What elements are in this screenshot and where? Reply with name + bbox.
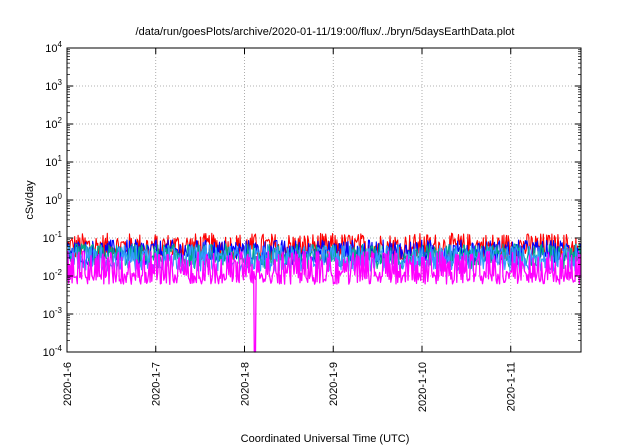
x-tick-label: 2020-1-7: [151, 362, 163, 406]
x-axis: 2020-1-6 2020-1-7 2020-1-8 2020-1-9 2020-1-1…: [62, 48, 518, 412]
plot-frame: [66, 47, 582, 353]
chart-title: /data/run/goesPlots/archive/2020-01-11/1…: [136, 26, 515, 38]
y-axis: 10-4 10-3 10-2 10-1 100 101 102 103 104: [43, 40, 581, 359]
x-tick-label: 2020-1-9: [328, 362, 340, 406]
x-tick-label: 2020-1-8: [239, 362, 251, 406]
series-group: [66, 232, 582, 353]
y-axis-label: cSv/day: [24, 180, 36, 220]
x-tick-label: 2020-1-11: [506, 362, 518, 411]
x-tick-label: 2020-1-6: [62, 362, 74, 406]
y-tick-label: 10-3: [43, 306, 63, 321]
x-tick-label: 2020-1-10: [417, 362, 429, 412]
series-line-5: [66, 250, 582, 353]
y-tick-label: 103: [45, 78, 62, 93]
x-axis-label: Coordinated Universal Time (UTC): [241, 433, 410, 445]
y-tick-label: 100: [45, 192, 62, 207]
y-tick-label: 102: [45, 116, 62, 131]
y-tick-label: 10-1: [43, 230, 63, 245]
y-tick-label: 101: [45, 154, 62, 169]
y-tick-label: 10-2: [43, 268, 63, 283]
grid: [67, 48, 581, 352]
y-tick-label: 10-4: [43, 344, 63, 359]
series-line-3: [66, 243, 582, 270]
y-tick-label: 104: [45, 40, 62, 55]
